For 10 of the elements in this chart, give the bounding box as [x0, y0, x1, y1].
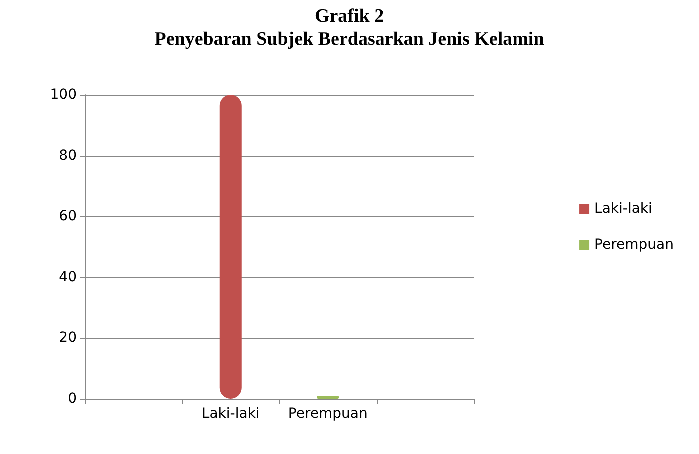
y-tick-label: 0 [68, 391, 77, 407]
y-tick-label: 60 [59, 208, 77, 225]
y-tick-label: 100 [50, 87, 77, 103]
chart-subtitle: Penyebaran Subjek Berdasarkan Jenis Kelamin [154, 29, 545, 50]
y-tick-label: 20 [59, 330, 77, 346]
legend-label: Laki-laki [594, 201, 652, 217]
chart-title: Grafik 2 [314, 6, 384, 27]
legend-label: Perempuan [594, 237, 674, 253]
y-tick-label: 40 [59, 269, 77, 286]
y-tick-label: 80 [59, 148, 77, 164]
